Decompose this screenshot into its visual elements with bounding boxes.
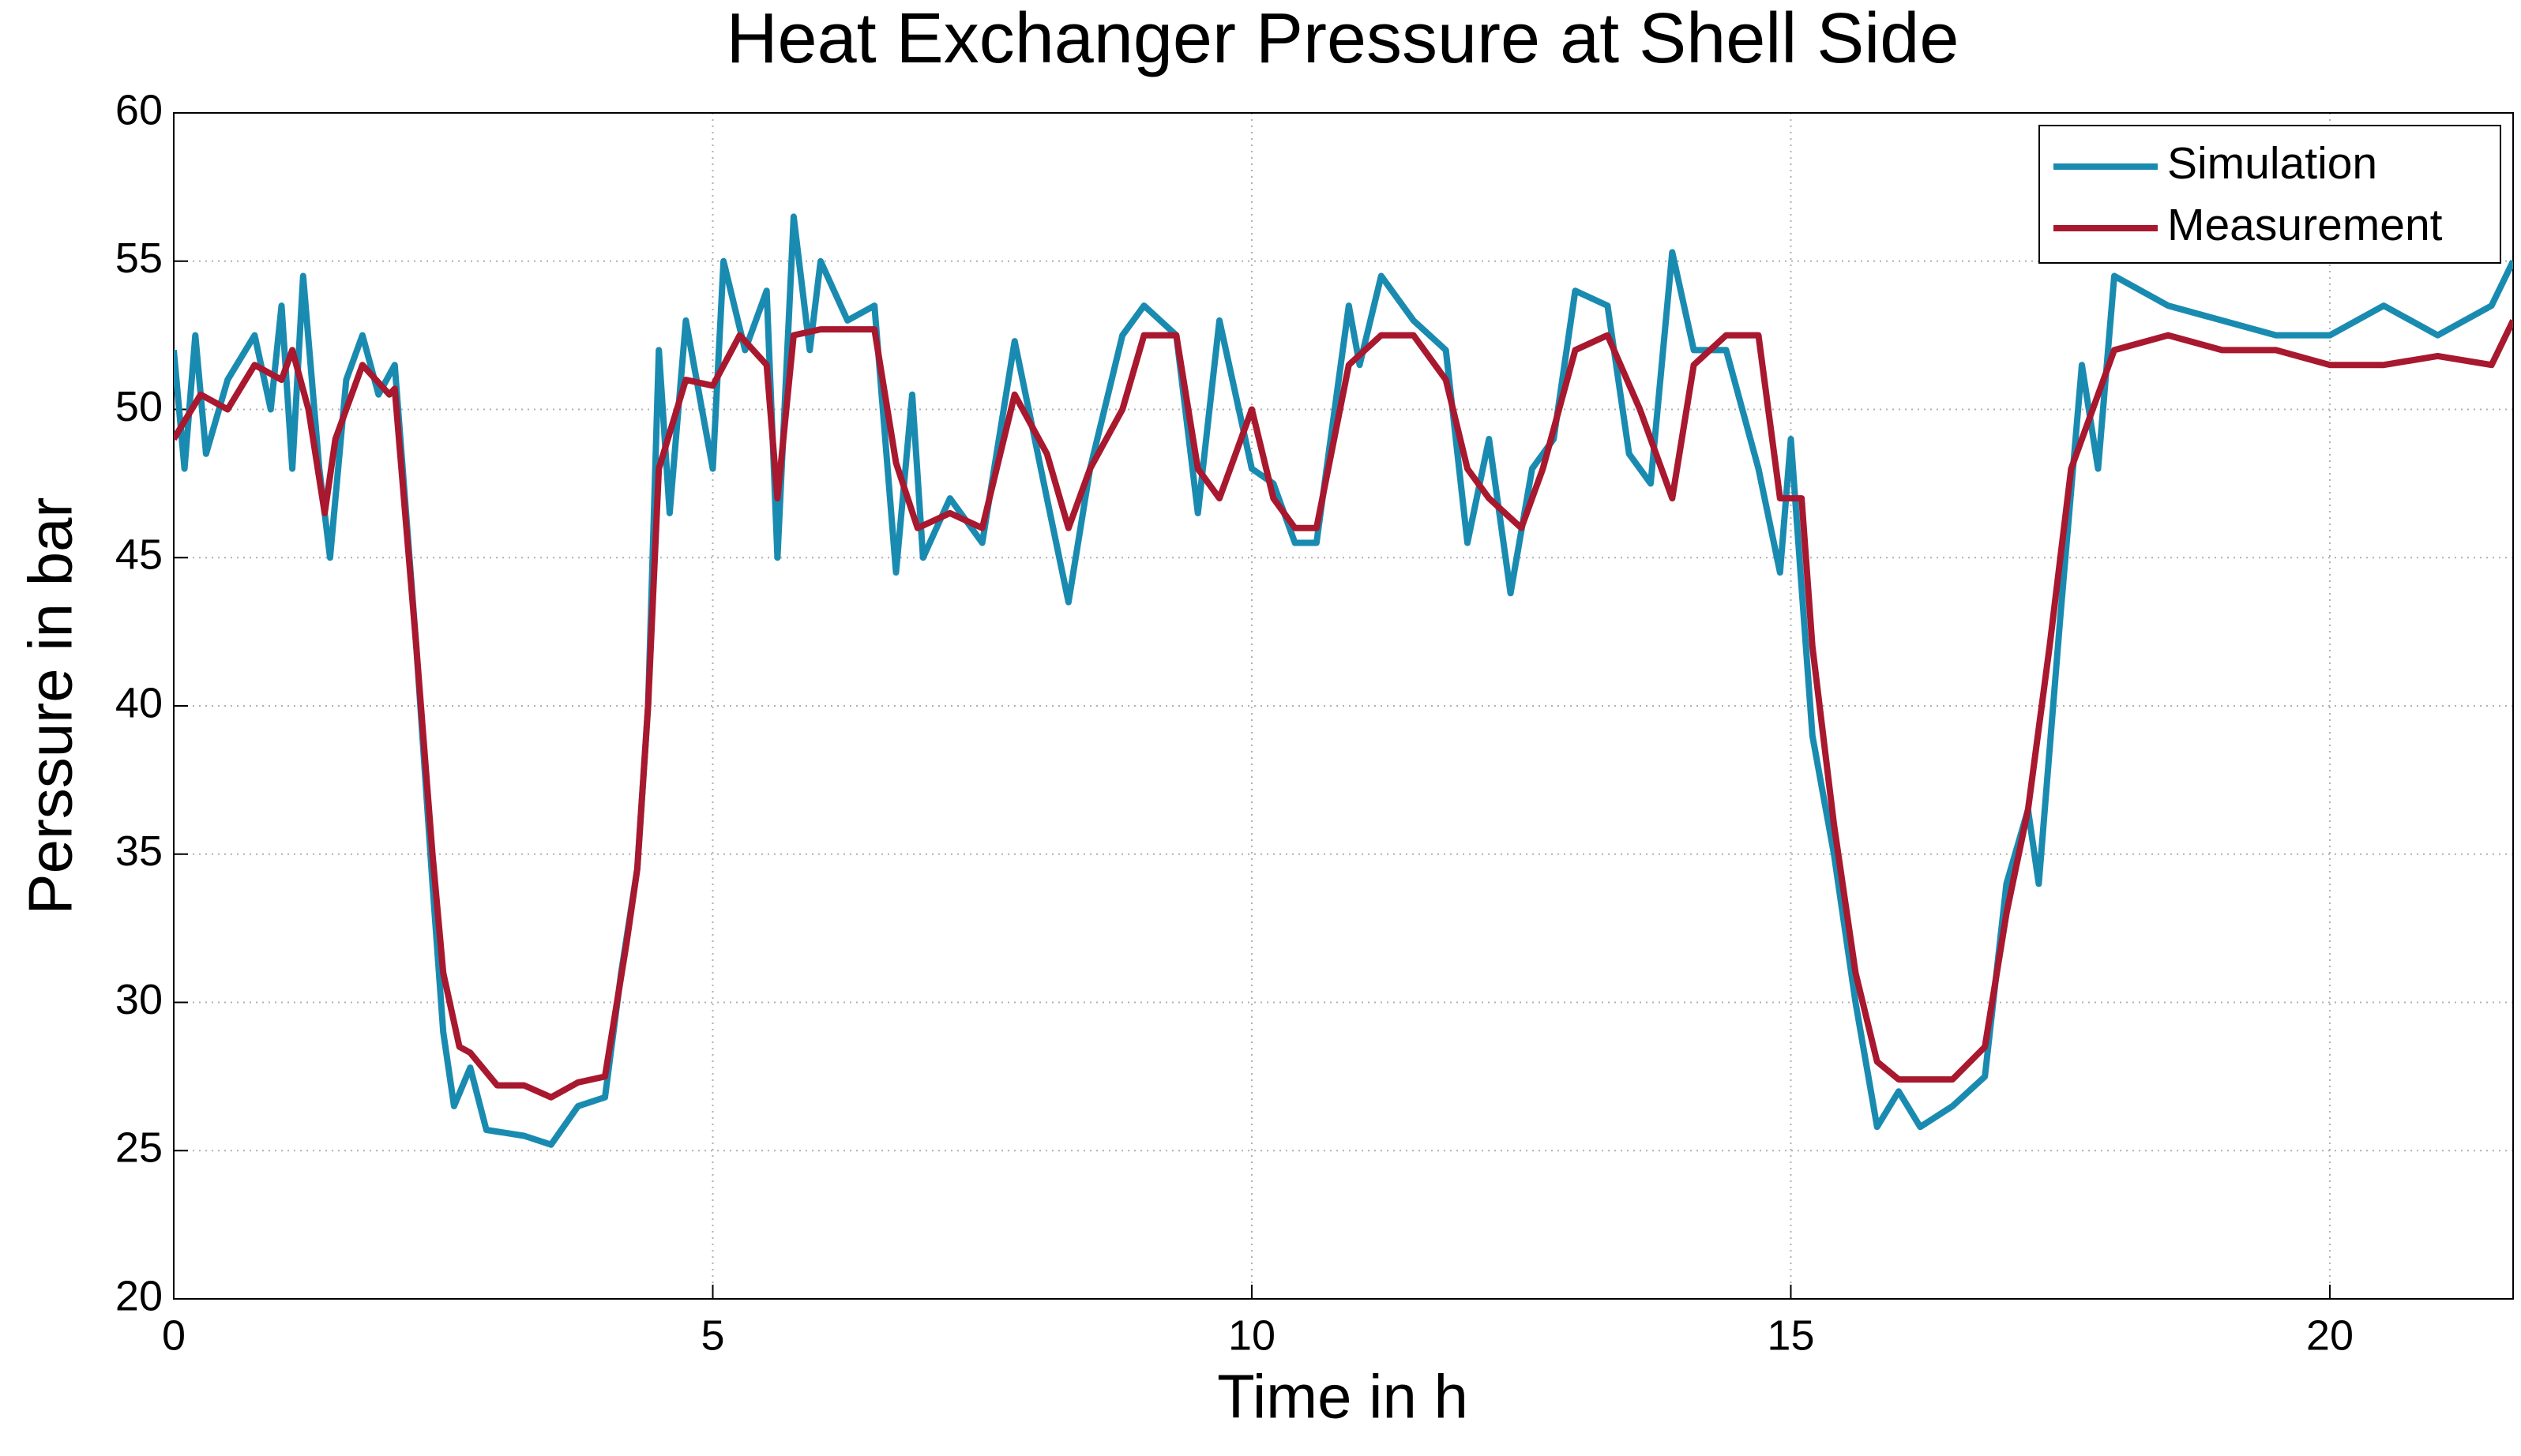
data-line	[174, 213, 2513, 1148]
y-tick-label: 40	[115, 679, 163, 726]
y-tick-label: 60	[115, 86, 163, 133]
chart-title: Heat Exchanger Pressure at Shell Side	[727, 0, 1959, 78]
legend-label: Measurement	[2167, 200, 2443, 250]
x-tick-label: 20	[2306, 1312, 2354, 1359]
y-tick-label: 25	[115, 1124, 163, 1172]
data-line	[174, 319, 2513, 1101]
y-tick-label: 20	[115, 1272, 163, 1319]
plot-frame	[173, 112, 2514, 1300]
y-tick-label: 30	[115, 976, 163, 1023]
y-tick-label: 35	[115, 827, 163, 875]
y-axis-label: Perssure in bar	[16, 497, 85, 915]
x-tick-label: 0	[162, 1312, 186, 1359]
legend-label: Simulation	[2167, 138, 2377, 189]
x-tick-label: 5	[701, 1312, 724, 1359]
y-tick-label: 50	[115, 383, 163, 430]
x-axis-label: Time in h	[1217, 1362, 1468, 1432]
x-tick-label: 10	[1228, 1312, 1276, 1359]
x-tick-label: 15	[1767, 1312, 1814, 1359]
y-tick-label: 55	[115, 235, 163, 282]
legend-box	[2038, 125, 2501, 264]
y-tick-label: 45	[115, 531, 163, 579]
